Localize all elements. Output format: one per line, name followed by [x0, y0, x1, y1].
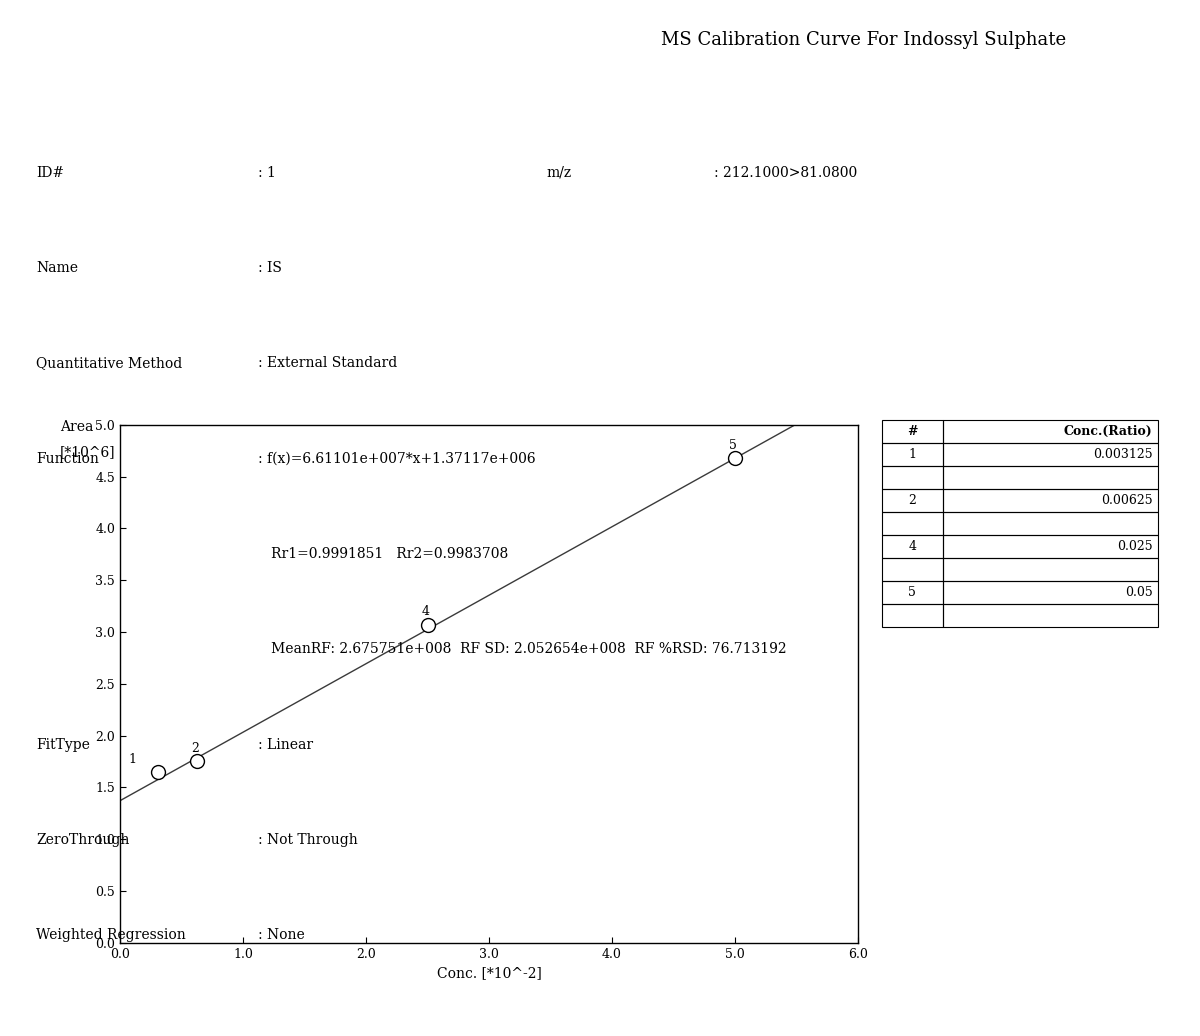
- Bar: [882, 442, 943, 465]
- Text: 4: 4: [908, 540, 917, 552]
- Bar: [943, 442, 1158, 465]
- Text: m/z: m/z: [546, 166, 571, 180]
- Text: [*10^6]: [*10^6]: [60, 445, 115, 460]
- Text: Name: Name: [36, 261, 78, 276]
- Text: : Linear: : Linear: [258, 738, 313, 752]
- Text: : Not Through: : Not Through: [258, 833, 358, 847]
- Text: 2: 2: [191, 742, 199, 755]
- Text: : 1: : 1: [258, 166, 276, 180]
- Text: : External Standard: : External Standard: [258, 356, 397, 371]
- Bar: [943, 420, 1158, 442]
- Text: #: #: [907, 425, 918, 437]
- Text: Area: Area: [60, 420, 94, 434]
- Text: FitType: FitType: [36, 738, 90, 752]
- Bar: [882, 557, 943, 581]
- Text: MeanRF: 2.675751e+008  RF SD: 2.052654e+008  RF %RSD: 76.713192: MeanRF: 2.675751e+008 RF SD: 2.052654e+0…: [258, 642, 787, 657]
- Bar: [943, 512, 1158, 535]
- Text: : 212.1000>81.0800: : 212.1000>81.0800: [714, 166, 857, 180]
- Bar: [882, 581, 943, 604]
- Bar: [882, 604, 943, 627]
- Bar: [943, 604, 1158, 627]
- Bar: [882, 535, 943, 557]
- Text: 0.003125: 0.003125: [1093, 448, 1152, 461]
- Text: 1: 1: [908, 448, 917, 461]
- Text: 5: 5: [908, 585, 917, 599]
- Text: 0.025: 0.025: [1117, 540, 1152, 552]
- Bar: [882, 420, 943, 442]
- Bar: [882, 512, 943, 535]
- Bar: [882, 465, 943, 489]
- Bar: [943, 557, 1158, 581]
- Text: Quantitative Method: Quantitative Method: [36, 356, 182, 371]
- Text: ID#: ID#: [36, 166, 64, 180]
- Text: 0.00625: 0.00625: [1100, 494, 1152, 507]
- Text: : None: : None: [258, 928, 305, 943]
- Bar: [882, 489, 943, 512]
- Text: 4: 4: [421, 605, 430, 618]
- Text: Weighted Regression: Weighted Regression: [36, 928, 186, 943]
- Text: : f(x)=6.61101e+007*x+1.37117e+006: : f(x)=6.61101e+007*x+1.37117e+006: [258, 452, 535, 466]
- Text: Conc.(Ratio): Conc.(Ratio): [1063, 425, 1152, 437]
- Text: : IS: : IS: [258, 261, 282, 276]
- Bar: [943, 489, 1158, 512]
- Text: Rr1=0.9991851   Rr2=0.9983708: Rr1=0.9991851 Rr2=0.9983708: [258, 547, 509, 562]
- Bar: [943, 535, 1158, 557]
- Text: ZeroThrough: ZeroThrough: [36, 833, 130, 847]
- Text: Function: Function: [36, 452, 98, 466]
- X-axis label: Conc. [*10^-2]: Conc. [*10^-2]: [437, 967, 541, 980]
- Text: 0.05: 0.05: [1124, 585, 1152, 599]
- Text: 5: 5: [728, 438, 737, 452]
- Bar: [943, 465, 1158, 489]
- Text: MS Calibration Curve For Indossyl Sulphate: MS Calibration Curve For Indossyl Sulpha…: [661, 31, 1067, 49]
- Bar: [943, 581, 1158, 604]
- Text: 1: 1: [128, 752, 137, 766]
- Text: 2: 2: [908, 494, 917, 507]
